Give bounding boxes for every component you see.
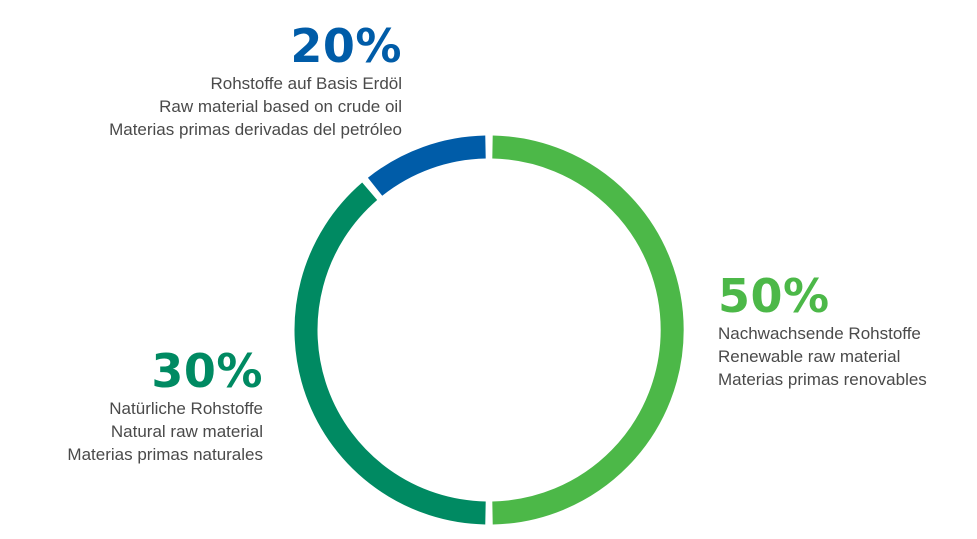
- percent-renewable: 50%: [718, 269, 830, 323]
- arc-natural: [294, 182, 486, 525]
- desc-crude-oil-es: Materias primas derivadas del petróleo: [109, 120, 402, 139]
- label-natural: 30% Natürliche Rohstoffe Natural raw mat…: [20, 345, 263, 466]
- label-crude-oil: 20% Rohstoffe auf Basis Erdöl Raw materi…: [40, 20, 402, 141]
- desc-crude-oil-de: Rohstoffe auf Basis Erdöl: [210, 74, 402, 93]
- desc-natural-en: Natural raw material: [110, 422, 263, 441]
- desc-crude-oil-en: Raw material based on crude oil: [159, 97, 402, 116]
- arc-renewable: [492, 135, 684, 525]
- desc-natural-es: Materias primas naturales: [67, 445, 263, 464]
- percent-crude-oil: 20%: [290, 19, 402, 73]
- desc-natural-de: Natürliche Rohstoffe: [109, 399, 263, 418]
- percent-natural: 30%: [151, 344, 263, 398]
- desc-renewable-es: Materias primas renovables: [718, 370, 927, 389]
- desc-renewable-en: Renewable raw material: [718, 347, 901, 366]
- label-renewable: 50% Nachwachsende Rohstoffe Renewable ra…: [718, 270, 927, 391]
- desc-renewable-de: Nachwachsende Rohstoffe: [718, 324, 921, 343]
- arc-crude-oil: [367, 135, 486, 196]
